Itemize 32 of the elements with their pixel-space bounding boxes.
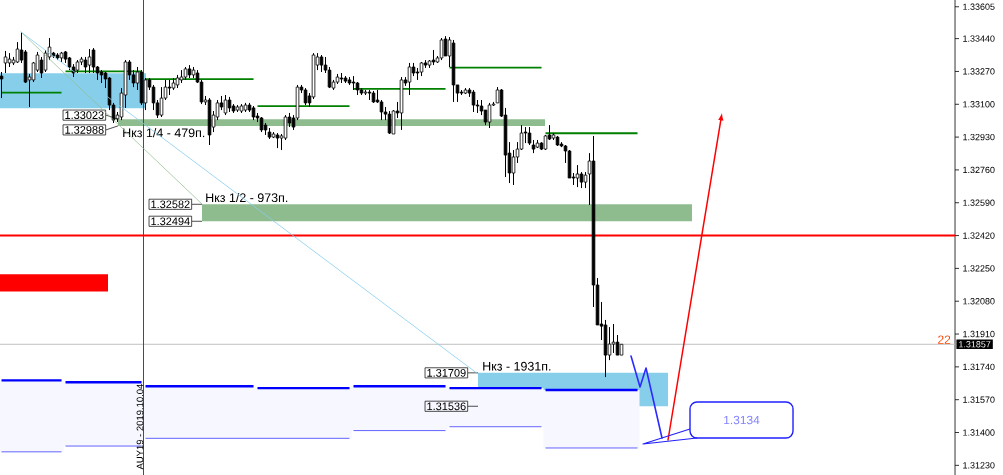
annotation: 1.3134 bbox=[724, 415, 760, 425]
y-tick-label: 1.32590 bbox=[963, 199, 995, 206]
band-label: Нкз - 1931п. bbox=[483, 361, 551, 371]
y-tick-label: 1.31910 bbox=[963, 330, 995, 338]
y-tick-label: 1.31400 bbox=[963, 429, 995, 436]
y-tick-label: 1.31570 bbox=[963, 396, 995, 403]
y-tick-label: 1.31230 bbox=[963, 462, 995, 469]
candlestick bbox=[0, 71, 4, 99]
band-label: Нкз 1/2 - 973п. bbox=[206, 192, 288, 203]
y-tick-label: 1.33440 bbox=[963, 35, 995, 42]
annotation: 1.32494 bbox=[151, 217, 190, 226]
annotation: 1.32988 bbox=[65, 126, 104, 134]
y-tick-label: 1.33100 bbox=[963, 101, 995, 108]
annotation: 22 bbox=[938, 335, 951, 344]
y-tick-label: 1.32250 bbox=[963, 265, 995, 272]
annotation: 1.32582 bbox=[151, 200, 190, 209]
annotation: 1.33023 bbox=[65, 111, 104, 120]
y-tick-label: 1.32760 bbox=[963, 166, 995, 174]
y-tick-label: 1.33270 bbox=[963, 68, 995, 75]
y-tick-label: 1.32420 bbox=[963, 232, 995, 239]
candlestick bbox=[91, 47, 96, 74]
ref-line-label: 1.31857 bbox=[959, 341, 991, 348]
candlestick bbox=[439, 37, 444, 61]
y-tick-label: 1.33605 bbox=[963, 3, 995, 10]
y-tick-label: 1.31740 bbox=[963, 363, 995, 371]
candlestick bbox=[607, 326, 612, 361]
annotation: 1.31709 bbox=[427, 368, 466, 377]
annotation: 1.31536 bbox=[427, 402, 466, 411]
y-tick-label: 1.32080 bbox=[963, 298, 995, 305]
y-tick-label: 1.32930 bbox=[963, 133, 995, 141]
band-label: Нкз 1/4 - 479п. bbox=[123, 128, 205, 138]
annotation: AUY19 - 2019.10.04 bbox=[136, 384, 144, 470]
